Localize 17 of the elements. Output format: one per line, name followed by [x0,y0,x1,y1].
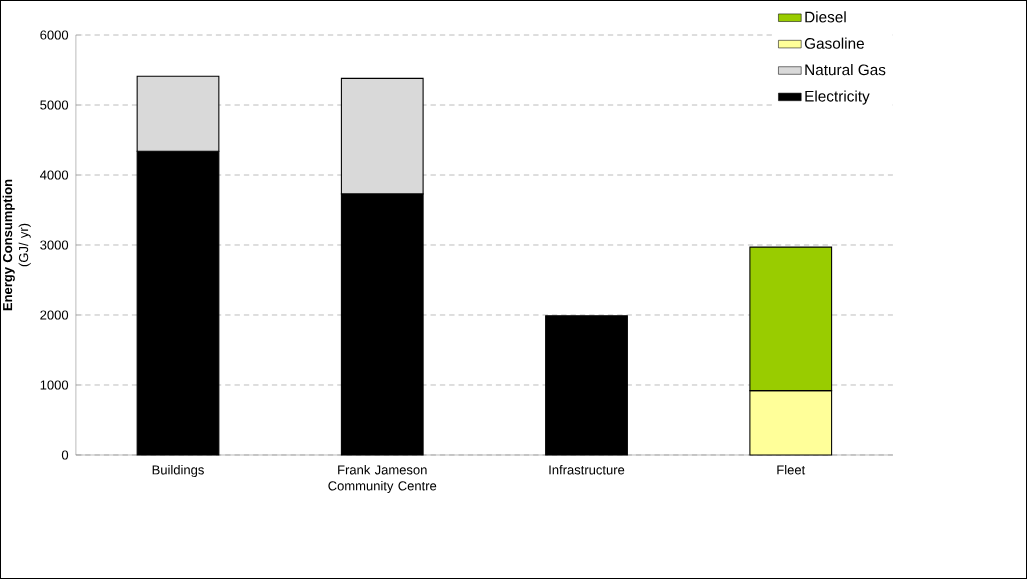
y-tick-label: 2000 [40,310,69,320]
x-tick-label: Infrastructure [549,464,625,475]
y-axis-title: Energy Consumption (GJ/ yr) [2,179,31,311]
y-tick-label: 6000 [40,30,69,40]
y-tick-label: 1000 [40,380,69,390]
legend-label: Gasoline [804,37,864,49]
legend-label: Electricity [805,90,870,105]
y-tick-label: 3000 [40,240,69,250]
x-tick-label: Frank Jameson Community Centre [328,464,437,494]
y-tick-label: 4000 [39,170,69,180]
legend-label: Diesel [805,11,846,23]
x-tick-label: Buildings [152,464,204,478]
legend-label: Natural Gas [805,63,886,76]
bar [545,315,628,456]
y-tick-label: 0 [61,450,69,460]
x-tick-label: Fleet [777,464,806,475]
y-tick-label: 5000 [40,100,69,110]
